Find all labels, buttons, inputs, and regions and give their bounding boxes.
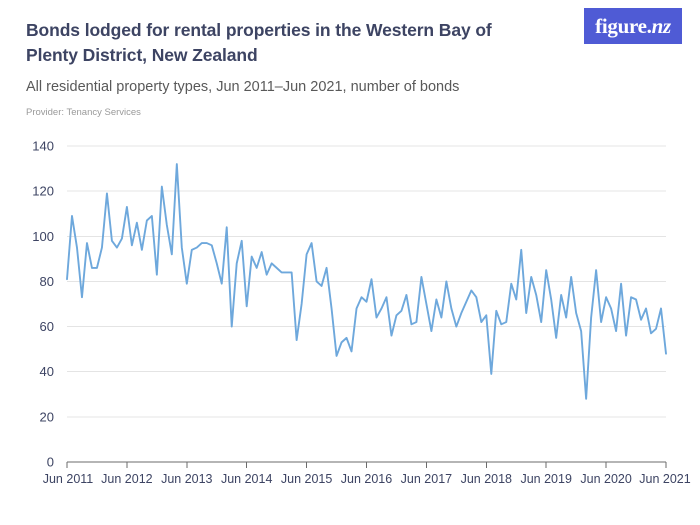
x-axis-tick-label: Jun 2020 [580, 472, 631, 486]
figurenz-logo[interactable]: figure.nz [584, 8, 682, 44]
x-axis-tick-label: Jun 2013 [161, 472, 212, 486]
x-axis-tick-label: Jun 2012 [101, 472, 152, 486]
y-axis-tick-label: 120 [32, 184, 54, 199]
y-axis-tick-labels: 0 20 40 60 80 100 120 140 [32, 139, 54, 470]
y-axis-tick-label: 40 [40, 364, 54, 379]
y-axis-tick-label: 0 [47, 455, 54, 470]
x-axis-tick-label: Jun 2016 [341, 472, 392, 486]
gridlines-group [67, 145, 666, 418]
series-line [66, 163, 667, 400]
series-group [66, 163, 667, 400]
x-axis-tick-labels: Jun 2011 Jun 2012 Jun 2013 Jun 2014 Jun 2015… [43, 472, 691, 486]
chart-provider: Provider: Tenancy Services [26, 107, 141, 118]
x-axis-tick-label: Jun 2017 [401, 472, 452, 486]
y-axis-tick-label: 60 [40, 319, 54, 334]
logo-text-main: figure. [595, 13, 652, 38]
logo-text-accent: nz [651, 13, 672, 38]
logo-text: figure.nz [595, 13, 672, 38]
x-axis-tick-label: Jun 2021 [639, 472, 690, 486]
x-axis-tick-label: Jun 2018 [461, 472, 512, 486]
y-axis-tick-label: 20 [40, 409, 54, 424]
x-axis-group [66, 461, 667, 468]
chart-header: Bonds lodged for rental properties in th… [26, 18, 546, 119]
y-axis-tick-label: 80 [40, 274, 54, 289]
y-axis-tick-label: 140 [32, 139, 54, 154]
x-axis-tick-label: Jun 2019 [520, 472, 571, 486]
chart-subtitle: All residential property types, Jun 2011… [26, 79, 460, 95]
x-axis-tick-label: Jun 2011 [43, 472, 94, 486]
y-axis-tick-label: 100 [32, 229, 54, 244]
x-axis-tick-label: Jun 2015 [281, 472, 332, 486]
page-title: Bonds lodged for rental properties in th… [26, 20, 492, 65]
x-axis-tick-label: Jun 2014 [221, 472, 272, 486]
